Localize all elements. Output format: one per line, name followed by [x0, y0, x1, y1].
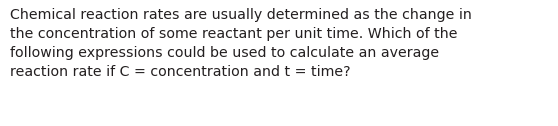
Text: Chemical reaction rates are usually determined as the change in
the concentratio: Chemical reaction rates are usually dete…: [10, 8, 472, 79]
